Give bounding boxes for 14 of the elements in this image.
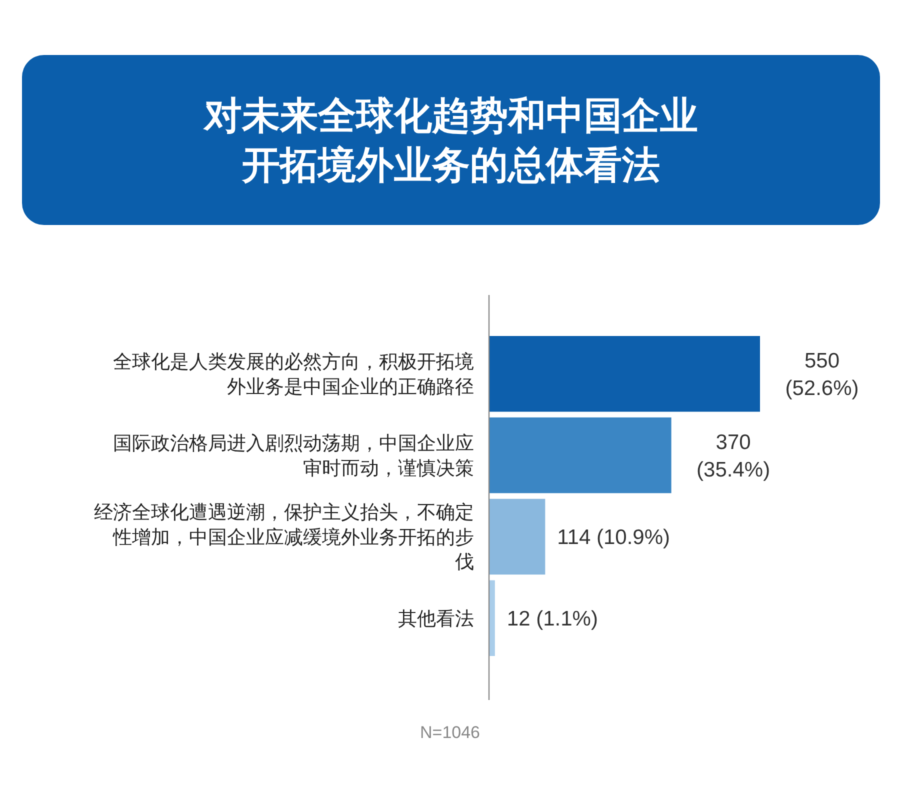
y-tick-label: 经济全球化遭遇逆潮，保护主义抬头，不确定性增加，中国企业应减缓境外业务开拓的步伐 — [94, 502, 474, 574]
data-label: 550 (52.6%) — [785, 350, 859, 400]
data-label: 114 (10.9%) — [557, 526, 670, 550]
y-tick-label: 其他看法 — [398, 608, 474, 630]
bar — [489, 417, 672, 494]
y-tick-label: 国际政治格局进入剧烈动荡期，中国企业应审时而动，谨慎决策 — [113, 432, 474, 480]
data-label: 12 (1.1%) — [506, 607, 598, 630]
data-label: 370 (35.4%) — [696, 430, 770, 482]
chart-title: 对未来全球化趋势和中国企业开拓境外业务的总体看法 — [203, 94, 698, 187]
bar — [489, 336, 760, 412]
text: N=1046 — [420, 723, 480, 742]
bar — [489, 580, 495, 656]
y-tick-label: 全球化是人类发展的必然方向，积极开拓境外业务是中国企业的正确路径 — [113, 351, 474, 398]
bar — [489, 498, 546, 575]
